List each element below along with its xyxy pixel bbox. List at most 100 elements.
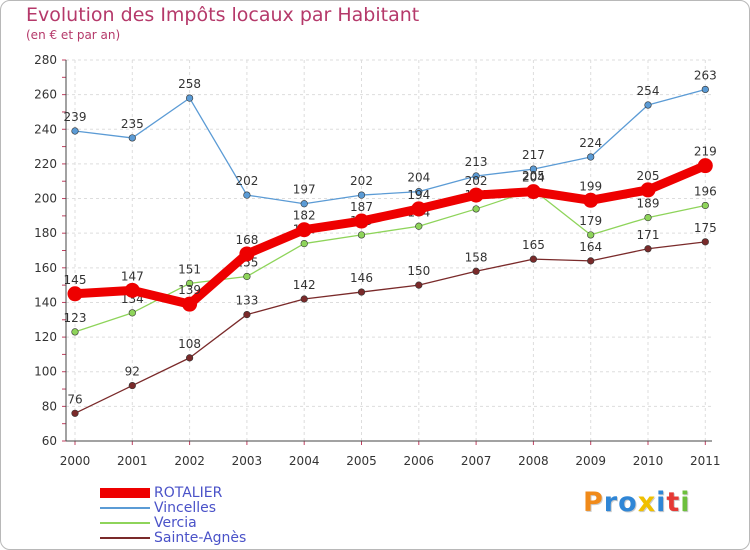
- data-point: [124, 282, 140, 298]
- x-tick-label: 2000: [60, 454, 91, 468]
- data-point: [128, 309, 136, 317]
- legend-label-sainte-agnes: Sainte-Agnès: [154, 530, 247, 546]
- data-point: [472, 172, 480, 180]
- data-point: [415, 222, 423, 230]
- data-point: [128, 134, 136, 142]
- data-label: 199: [579, 179, 602, 193]
- data-label: 76: [67, 392, 82, 406]
- data-label: 202: [235, 174, 258, 188]
- data-point: [644, 213, 652, 222]
- y-tick-label: 180: [34, 226, 57, 240]
- data-label: 263: [694, 68, 717, 82]
- data-label: 213: [465, 155, 488, 169]
- series-line-vercia: [74, 189, 706, 333]
- y-tick-label: 60: [42, 434, 57, 448]
- x-tick-label: 2001: [117, 454, 148, 468]
- x-tick-label: 2007: [461, 454, 492, 468]
- x-tick-label: 2010: [633, 454, 664, 468]
- legend-label-rotalier: ROTALIER: [154, 485, 223, 501]
- data-point: [525, 184, 541, 200]
- x-tick-label: 2008: [518, 454, 549, 468]
- data-point: [415, 188, 423, 196]
- data-point: [701, 201, 709, 210]
- data-point: [701, 238, 709, 246]
- plot-area: [66, 60, 712, 441]
- y-tick-label: 260: [34, 88, 57, 102]
- data-label: 142: [293, 278, 316, 292]
- data-label: 164: [579, 240, 602, 254]
- data-point: [243, 272, 251, 281]
- data-point: [186, 279, 194, 288]
- data-label: 147: [121, 269, 144, 283]
- data-point: [300, 295, 308, 303]
- data-label: 175: [694, 221, 717, 235]
- data-label: 145: [64, 273, 87, 287]
- data-point: [583, 192, 599, 208]
- data-point: [243, 310, 251, 319]
- data-label: 151: [178, 262, 201, 276]
- data-point: [415, 281, 423, 289]
- brand-letter: r: [603, 487, 619, 518]
- data-point: [243, 191, 251, 199]
- data-point: [71, 328, 79, 336]
- y-tick-label: 240: [34, 122, 57, 136]
- y-tick-label: 80: [42, 399, 57, 413]
- legend-swatch-vincelles: [100, 507, 150, 509]
- data-point: [357, 191, 366, 199]
- y-tick-label: 200: [34, 192, 57, 206]
- brand-letter: i: [656, 487, 667, 518]
- data-label: 258: [178, 77, 201, 91]
- y-tick-label: 140: [34, 295, 57, 309]
- data-point: [296, 222, 312, 238]
- data-label: 197: [293, 183, 316, 197]
- data-label: 182: [293, 209, 316, 223]
- brand-letter: i: [680, 487, 691, 518]
- data-point: [300, 200, 308, 208]
- data-point: [186, 94, 194, 102]
- data-label: 165: [522, 238, 545, 252]
- chart-subtitle: (en € et par an): [26, 28, 121, 42]
- x-tick-label: 2006: [404, 454, 435, 468]
- data-point: [67, 286, 83, 302]
- data-point: [701, 85, 709, 94]
- x-tick-label: 2009: [575, 454, 606, 468]
- legend-label-vincelles: Vincelles: [154, 500, 217, 516]
- data-point: [128, 381, 136, 390]
- data-label: 189: [637, 197, 660, 211]
- y-tick-label: 100: [34, 365, 57, 379]
- y-tick-label: 160: [34, 261, 57, 275]
- data-point: [640, 182, 656, 198]
- x-tick-label: 2011: [690, 454, 721, 468]
- data-point: [186, 354, 194, 362]
- data-point: [529, 165, 538, 173]
- data-point: [587, 153, 595, 161]
- data-label: 123: [64, 311, 87, 325]
- brand-letter: t: [666, 487, 681, 518]
- data-label: 108: [178, 337, 201, 351]
- x-tick-label: 2003: [232, 454, 263, 468]
- x-tick-label: 2005: [346, 454, 377, 468]
- data-point: [644, 101, 652, 109]
- data-label: 168: [235, 233, 258, 247]
- brand-letter: x: [637, 487, 657, 518]
- x-tick-label: 2002: [174, 454, 205, 468]
- data-label: 239: [64, 110, 87, 124]
- y-tick-label: 120: [34, 330, 57, 344]
- y-tick-label: 280: [34, 53, 57, 67]
- data-label: 204: [407, 171, 430, 185]
- data-label: 179: [579, 214, 602, 228]
- data-label: 235: [121, 117, 144, 131]
- brand-letter: P: [583, 487, 604, 518]
- data-label: 202: [465, 174, 488, 188]
- data-label: 92: [125, 365, 140, 379]
- data-point: [239, 246, 255, 262]
- data-point: [71, 409, 79, 417]
- data-label: 205: [637, 169, 660, 183]
- data-point: [71, 127, 79, 135]
- data-point: [472, 267, 480, 275]
- x-tick-label: 2004: [289, 454, 320, 468]
- data-label: 254: [637, 84, 660, 98]
- data-label: 219: [694, 145, 717, 159]
- data-point: [644, 245, 652, 253]
